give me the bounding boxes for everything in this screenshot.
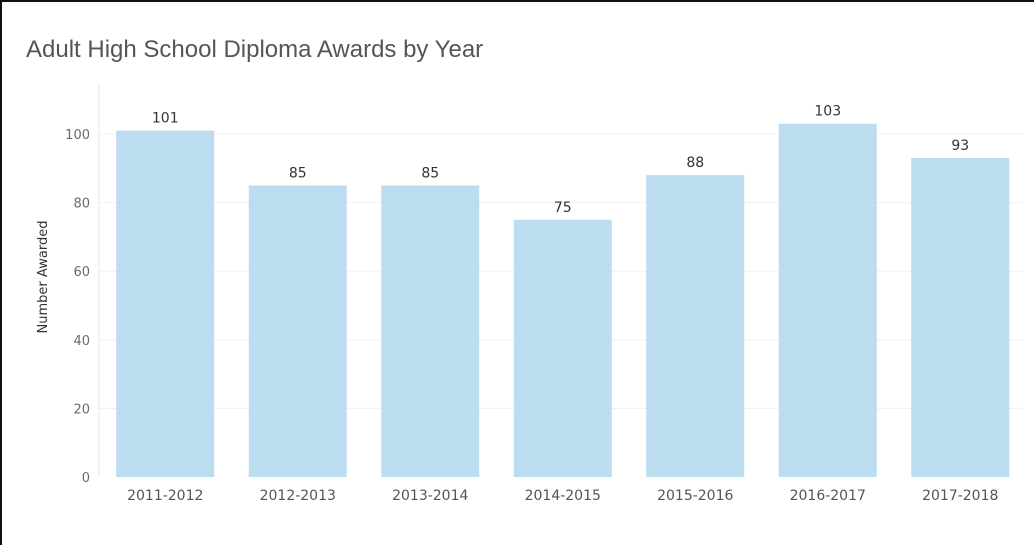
x-tick-label: 2015-2016 [657, 488, 733, 504]
y-tick-label: 40 [73, 334, 90, 349]
data-label: 75 [554, 200, 572, 216]
bars: 101 85 85 75 88 103 93 [116, 104, 1010, 478]
y-tick-label: 0 [82, 471, 90, 486]
data-label: 103 [814, 104, 841, 120]
bar[interactable] [248, 185, 347, 477]
data-label: 101 [152, 111, 179, 127]
x-tick-label: 2011-2012 [127, 488, 203, 504]
bar[interactable] [116, 130, 215, 477]
bar[interactable] [646, 175, 745, 477]
y-tick-label: 80 [73, 197, 90, 212]
data-label: 88 [686, 155, 704, 171]
bar[interactable] [911, 158, 1010, 477]
x-tick-label: 2014-2015 [525, 488, 601, 504]
y-tick-label: 100 [65, 128, 90, 143]
axes: Number Awarded 0 20 40 60 80 100 2011-2012 2012… [36, 84, 998, 504]
data-label: 93 [951, 138, 969, 154]
x-tick-label: 2013-2014 [392, 488, 468, 504]
x-tick-label: 2016-2017 [790, 488, 866, 504]
y-tick-label: 60 [73, 265, 90, 280]
x-tick-label: 2012-2013 [260, 488, 336, 504]
chart-title: Adult High School Diploma Awards by Year [26, 36, 484, 63]
data-label: 85 [421, 165, 439, 181]
y-tick-label: 20 [73, 402, 90, 417]
bar[interactable] [513, 219, 612, 477]
bar[interactable] [778, 123, 877, 478]
x-tick-label: 2017-2018 [922, 488, 998, 504]
y-axis-title: Number Awarded [36, 221, 51, 334]
bar[interactable] [381, 185, 480, 477]
data-label: 85 [289, 165, 307, 181]
